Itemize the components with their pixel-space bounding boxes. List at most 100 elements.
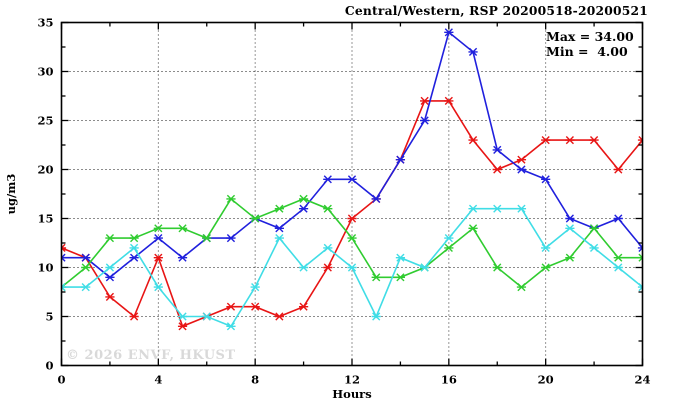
y-tick-label: 25 [37,114,53,128]
marker-cyan [202,312,212,321]
marker-green [250,214,260,223]
y-tick-label: 10 [37,261,53,275]
marker-blue [226,234,236,243]
series-cyan [61,204,643,331]
marker-red [468,136,478,145]
marker-red [420,96,430,105]
marker-cyan [177,312,188,321]
marker-cyan [589,243,599,252]
marker-blue [371,194,381,203]
marker-cyan [565,224,575,233]
marker-cyan [420,263,430,272]
marker-cyan [492,204,502,213]
marker-green [177,224,188,233]
marker-red [250,302,260,311]
y-tick-label: 5 [45,310,53,324]
marker-green [347,234,357,243]
marker-blue [298,204,309,213]
marker-red [492,165,502,174]
marker-cyan [298,263,309,272]
marker-blue [81,253,91,262]
marker-green [395,273,406,282]
marker-blue [637,243,643,252]
marker-green [589,224,599,233]
series-green [61,194,643,292]
marker-green [541,263,551,272]
x-tick-label: 12 [344,373,360,387]
x-tick-label: 20 [538,373,554,387]
marker-red [61,243,67,252]
marker-green [298,194,309,203]
marker-cyan [541,243,551,252]
y-tick-label: 15 [37,212,53,226]
marker-blue [420,116,430,125]
axes-and-ticks: 0 5 10 15 20 25 30 35 0 4 8 12 16 20 24 [37,16,650,387]
chart-title: Central/Western, RSP 20200518-20200521 [345,3,648,18]
y-tick-label: 0 [45,359,53,373]
marker-cyan [250,283,260,292]
marker-green [129,234,139,243]
marker-red [589,136,599,145]
marker-cyan [226,322,236,331]
marker-red [516,155,527,164]
marker-blue [516,165,527,174]
marker-red [637,136,643,145]
marker-cyan [129,243,139,252]
marker-blue [492,145,502,154]
marker-green [105,234,115,243]
marker-cyan [61,283,67,292]
marker-red [613,165,623,174]
marker-blue [395,155,406,164]
marker-cyan [105,263,115,272]
marker-blue [177,253,188,262]
marker-red [105,292,115,301]
marker-cyan [444,234,454,243]
marker-blue [468,47,478,56]
series-blue [61,28,643,282]
marker-green [81,263,91,272]
y-tick-label: 30 [37,65,53,79]
marker-green [565,253,575,262]
marker-cyan [637,283,643,292]
marker-red [153,253,163,262]
marker-cyan [274,234,284,243]
marker-blue [153,234,163,243]
x-tick-label: 24 [634,373,650,387]
y-axis-label: ug/m3 [4,174,18,215]
marker-cyan [516,204,527,213]
marker-blue [105,273,115,282]
y-tick-label: 20 [37,163,53,177]
marker-red [298,302,309,311]
marker-red [226,302,236,311]
marker-red [444,96,454,105]
marker-red [274,312,284,321]
marker-red [323,263,333,272]
x-tick-label: 4 [154,373,162,387]
watermark: © 2026 ENVF, HKUST [66,348,236,363]
marker-green [202,234,212,243]
x-tick-label: 16 [441,373,457,387]
max-annotation: Max = 34.00 [546,29,634,44]
marker-green [274,204,284,213]
marker-cyan [613,263,623,272]
marker-red [541,136,551,145]
marker-blue [274,224,284,233]
marker-blue [129,253,139,262]
marker-blue [613,214,623,223]
marker-green [371,273,381,282]
marker-blue [323,175,333,184]
min-annotation: Min = 4.00 [546,44,628,59]
marker-green [637,253,643,262]
marker-green [444,243,454,252]
data-series [61,28,643,331]
y-tick-label: 35 [37,16,53,30]
marker-blue [61,253,67,262]
marker-blue [347,175,357,184]
marker-red [177,322,188,331]
x-tick-label: 8 [251,373,259,387]
marker-blue [541,175,551,184]
marker-cyan [347,263,357,272]
marker-cyan [468,204,478,213]
